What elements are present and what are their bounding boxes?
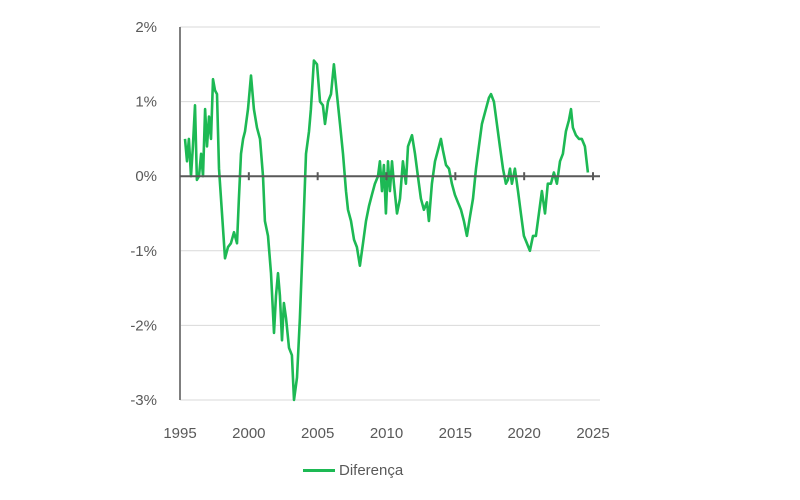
legend-label-diferenca: Diferença xyxy=(339,462,404,479)
x-tick-label: 2010 xyxy=(370,425,403,442)
x-axis-ticks: 1995 2000 2005 2010 2015 2020 2025 xyxy=(163,425,609,442)
x-axis-line-group xyxy=(180,172,600,181)
x-tick-label: 2005 xyxy=(301,425,334,442)
y-tick-label: -3% xyxy=(130,392,157,409)
x-tick-label: 2015 xyxy=(439,425,472,442)
y-axis-ticks: 2% 1% 0% -1% -2% -3% xyxy=(130,19,157,409)
y-tick-label: -1% xyxy=(130,243,157,260)
legend: Diferença xyxy=(303,462,403,479)
legend-swatch-diferenca xyxy=(303,469,335,472)
series-group xyxy=(183,59,590,402)
y-tick-label: -2% xyxy=(130,317,157,334)
series-line-diferenca xyxy=(183,59,590,402)
x-tick-label: 1995 xyxy=(163,425,196,442)
gridlines xyxy=(180,26,600,401)
y-tick-label: 1% xyxy=(135,94,157,111)
y-tick-label: 2% xyxy=(135,19,157,36)
y-tick-label: 0% xyxy=(135,168,157,185)
x-tick-label: 2025 xyxy=(576,425,609,442)
x-tick-label: 2000 xyxy=(232,425,265,442)
x-tick-label: 2020 xyxy=(507,425,540,442)
